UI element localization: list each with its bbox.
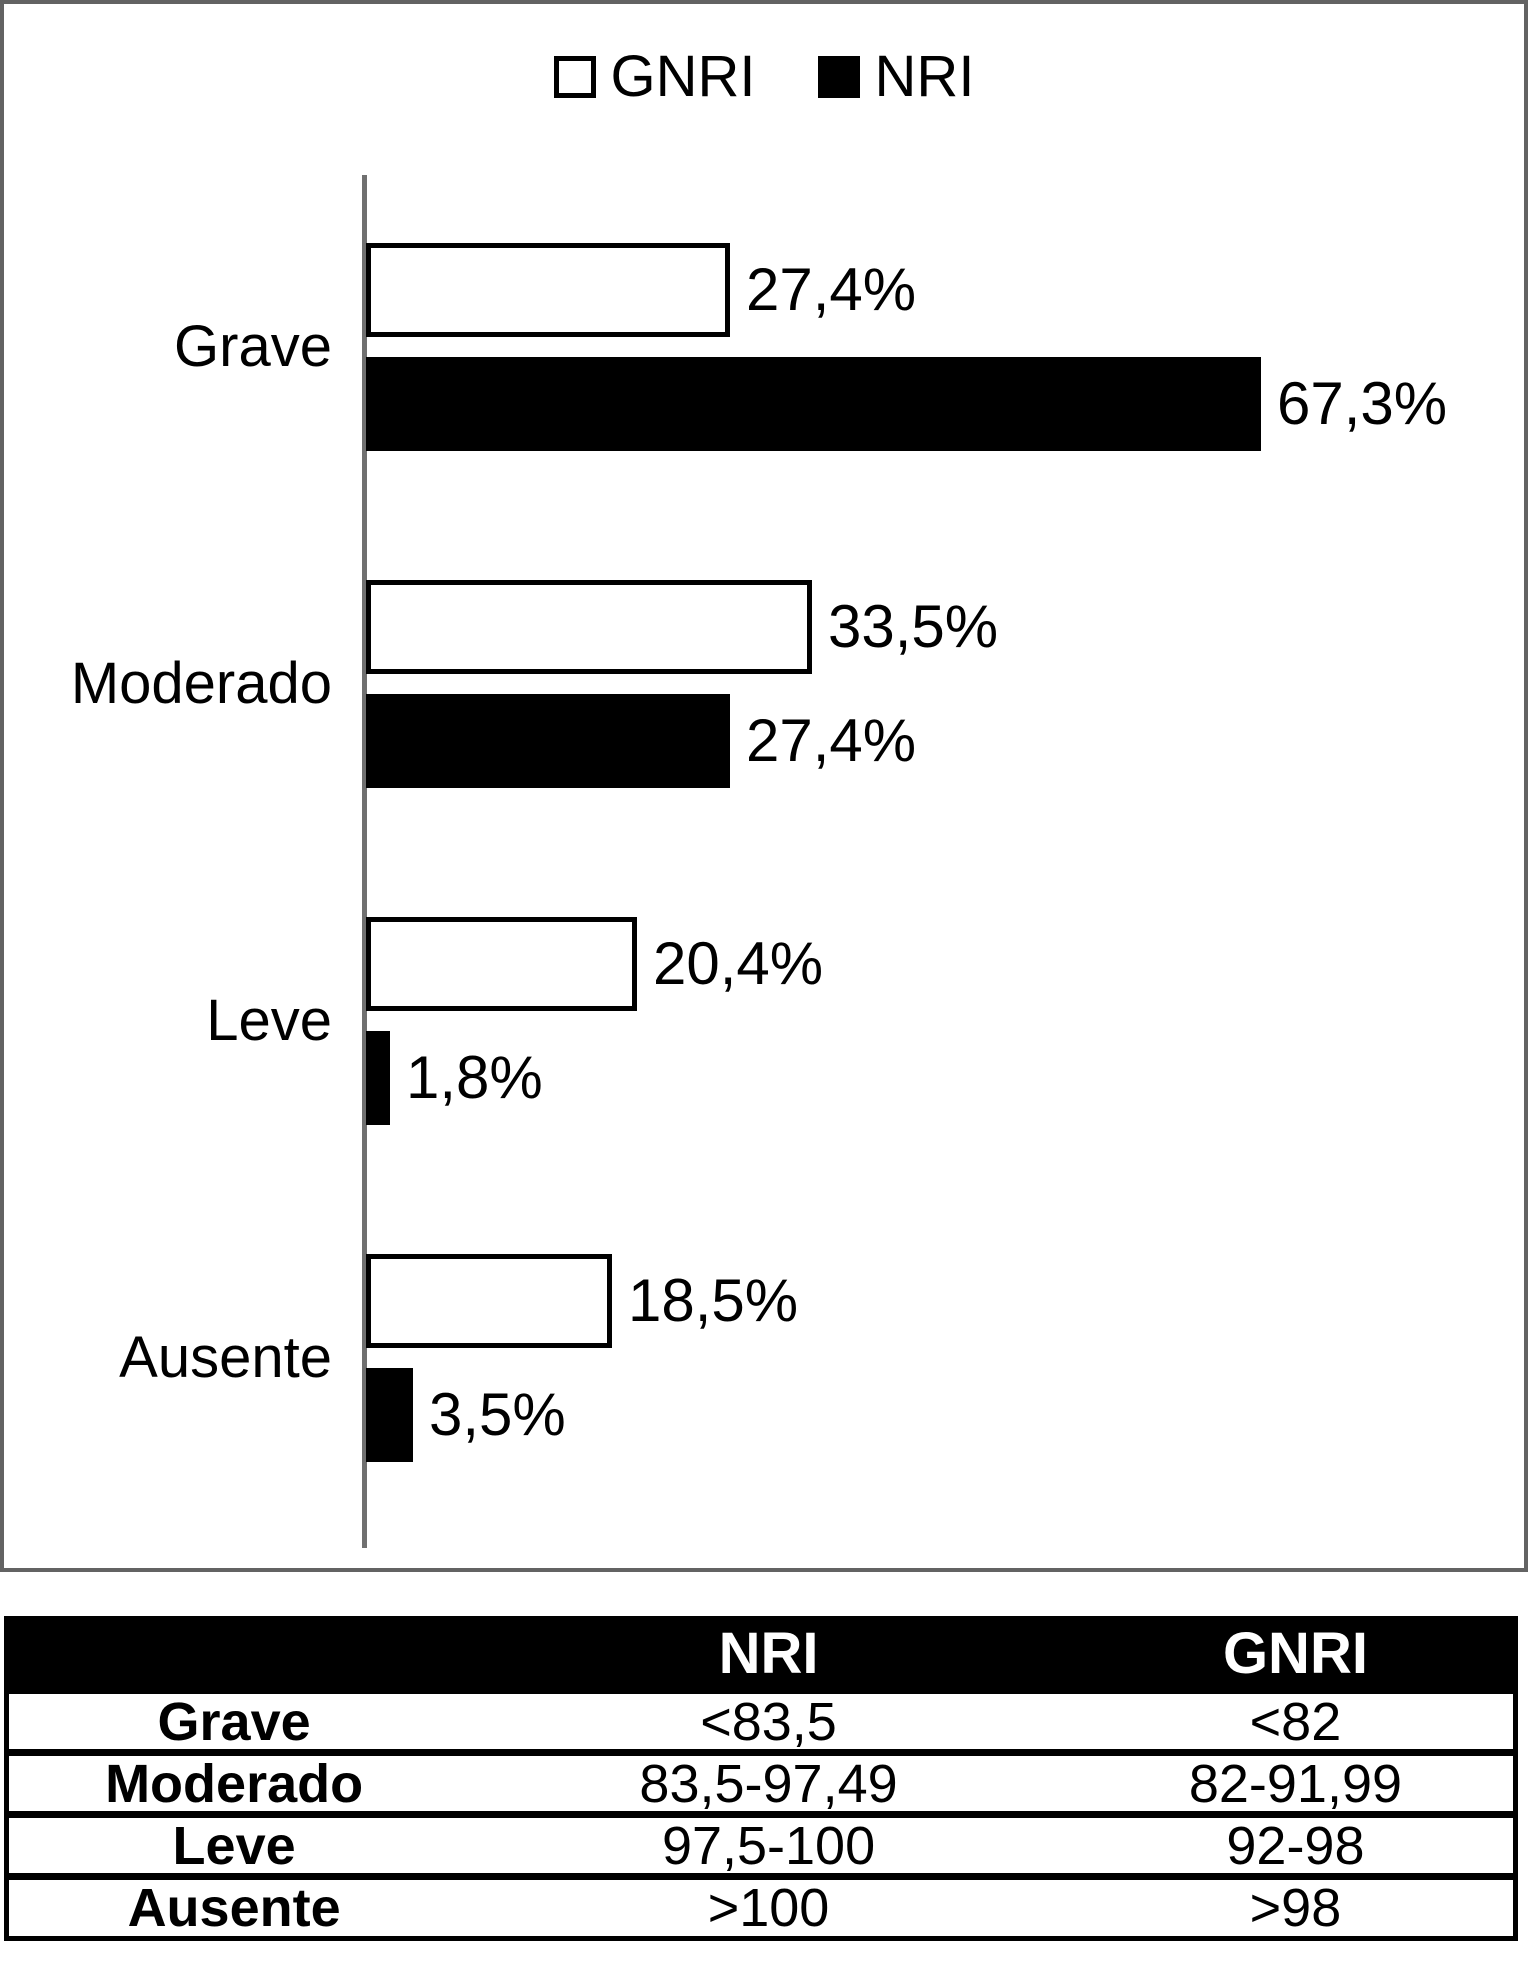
- cell-category-grave: Grave: [157, 1691, 311, 1752]
- value-label-gnri-leve: 20,4%: [653, 930, 824, 997]
- category-label-ausente: Ausente: [119, 1325, 332, 1390]
- category-label-grave: Grave: [174, 314, 332, 379]
- bar-chart-panel: GNRI NRI Grave 27,4% 67,3% Moderado 33,5% 27,…: [0, 0, 1528, 1572]
- cell-gnri-ausente: >98: [1249, 1878, 1342, 1938]
- bar-nri-grave: [366, 357, 1261, 451]
- table-row-leve: Leve 97,5-100 92-98: [6, 1814, 1516, 1877]
- value-label-gnri-ausente: 18,5%: [628, 1267, 799, 1334]
- category-label-moderado: Moderado: [70, 651, 332, 716]
- value-label-nri-ausente: 3,5%: [429, 1381, 566, 1448]
- bar-gnri-leve: [366, 917, 637, 1011]
- table-header-row: NRI GNRI: [6, 1618, 1516, 1691]
- classification-table: NRI GNRI Grave <83,5 <82 Moderado 83,5-97,49…: [4, 1616, 1518, 1941]
- bar-gnri-grave: [366, 243, 730, 337]
- cell-gnri-grave: <82: [1249, 1691, 1342, 1752]
- legend-item-gnri: GNRI: [553, 44, 756, 109]
- cell-category-moderado: Moderado: [105, 1753, 364, 1814]
- cell-nri-leve: 97,5-100: [661, 1815, 876, 1876]
- cell-category-ausente: Ausente: [127, 1878, 341, 1938]
- cell-nri-ausente: >100: [707, 1878, 830, 1938]
- legend-item-nri: NRI: [817, 44, 975, 109]
- nri-swatch-icon: [817, 56, 860, 98]
- legend-label-gnri: GNRI: [610, 44, 756, 109]
- cell-nri-grave: <83,5: [700, 1691, 837, 1752]
- header-cell-nri: NRI: [718, 1621, 819, 1686]
- value-label-gnri-grave: 27,4%: [746, 256, 917, 323]
- bar-nri-moderado: [366, 694, 730, 788]
- category-label-leve: Leve: [206, 988, 332, 1053]
- legend-label-nri: NRI: [874, 44, 975, 109]
- table-row-moderado: Moderado 83,5-97,49 82-91,99: [6, 1752, 1516, 1815]
- bar-gnri-moderado: [366, 580, 812, 674]
- bar-nri-leve: [366, 1031, 390, 1125]
- header-cell-category: [7, 1619, 460, 1691]
- chart-legend: GNRI NRI: [4, 48, 1524, 106]
- header-cell-gnri: GNRI: [1222, 1621, 1368, 1686]
- value-label-gnri-moderado: 33,5%: [828, 593, 999, 660]
- table-body: Grave <83,5 <82 Moderado 83,5-97,49 82-91,99 L…: [6, 1690, 1516, 1939]
- cell-gnri-moderado: 82-91,99: [1188, 1753, 1403, 1814]
- cell-gnri-leve: 92-98: [1226, 1815, 1365, 1876]
- value-label-nri-moderado: 27,4%: [746, 707, 917, 774]
- bar-gnri-ausente: [366, 1254, 612, 1348]
- table-row-grave: Grave <83,5 <82: [6, 1690, 1516, 1753]
- y-axis-line: [362, 175, 367, 1548]
- bar-nri-ausente: [366, 1368, 413, 1462]
- value-label-nri-grave: 67,3%: [1277, 370, 1448, 437]
- gnri-swatch-icon: [553, 56, 596, 98]
- value-label-nri-leve: 1,8%: [406, 1044, 543, 1111]
- cell-nri-moderado: 83,5-97,49: [639, 1753, 898, 1814]
- table-row-ausente: Ausente >100 >98: [6, 1876, 1516, 1939]
- cell-category-leve: Leve: [172, 1815, 296, 1876]
